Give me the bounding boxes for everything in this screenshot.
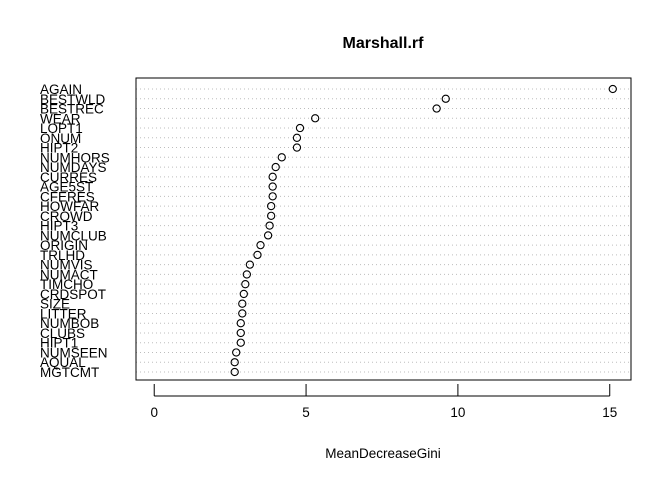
category-label: TRLHD bbox=[40, 248, 85, 263]
category-label: NUMSEEN bbox=[40, 345, 108, 360]
data-point bbox=[268, 192, 277, 201]
data-point bbox=[608, 84, 617, 94]
category-label: TIMCHO bbox=[40, 277, 93, 292]
category-label: HIPT2 bbox=[40, 141, 78, 156]
x-tick-label: 15 bbox=[602, 405, 617, 420]
category-label: AGAIN bbox=[40, 82, 82, 97]
category-label: AQUAL bbox=[40, 355, 86, 370]
category-label: HIPT3 bbox=[40, 219, 78, 234]
x-axis: 0 5 10 15 bbox=[150, 384, 617, 420]
category-label: AGE5ST bbox=[40, 180, 93, 195]
data-point bbox=[242, 270, 251, 279]
x-tick-label: 10 bbox=[450, 405, 465, 420]
data-point bbox=[236, 328, 245, 338]
data-point bbox=[238, 299, 247, 308]
x-tick-label: 5 bbox=[302, 405, 310, 420]
data-point bbox=[253, 250, 262, 260]
data-point bbox=[266, 201, 276, 211]
data-point bbox=[432, 104, 441, 113]
data-point bbox=[292, 133, 302, 142]
data-points bbox=[230, 84, 617, 377]
category-label: WEAR bbox=[40, 111, 81, 126]
data-point bbox=[230, 358, 239, 367]
category-label: SIZE bbox=[40, 297, 70, 312]
data-point bbox=[277, 153, 286, 162]
data-point bbox=[238, 309, 247, 318]
grid-lines bbox=[136, 88, 631, 373]
chart-title: Marshall.rf bbox=[343, 35, 425, 52]
data-point bbox=[232, 348, 241, 357]
category-label: HIPT1 bbox=[40, 336, 78, 351]
category-label: NUMVIS bbox=[40, 258, 93, 273]
data-point bbox=[263, 231, 273, 240]
data-point bbox=[271, 162, 280, 172]
category-label: CLUBS bbox=[40, 326, 85, 341]
category-label: NUMDAYS bbox=[40, 160, 107, 175]
category-label: ONUM bbox=[40, 131, 81, 146]
category-label: NUMBOB bbox=[40, 316, 99, 331]
category-label: BESTWLD bbox=[40, 92, 106, 107]
data-point bbox=[292, 143, 302, 152]
data-point bbox=[441, 94, 450, 103]
category-label: NUMHORS bbox=[40, 150, 110, 165]
category-label: NUMCLUB bbox=[40, 228, 107, 243]
data-point bbox=[311, 114, 320, 123]
data-point bbox=[230, 367, 239, 377]
category-label: BESTREC bbox=[40, 102, 104, 117]
data-point bbox=[236, 338, 245, 347]
data-point bbox=[295, 123, 305, 133]
data-point bbox=[268, 182, 277, 191]
category-label: CRDSPOT bbox=[40, 287, 106, 302]
category-label: HOWFAR bbox=[40, 199, 99, 214]
category-labels: AGAINBESTWLDBESTRECWEARLOPT1ONUMHIPT2NUM… bbox=[40, 82, 110, 380]
category-label: CFERES bbox=[40, 189, 95, 204]
data-point bbox=[245, 260, 255, 269]
data-point bbox=[236, 319, 245, 328]
data-point bbox=[266, 211, 276, 221]
category-label: NUMACT bbox=[40, 267, 98, 282]
data-point bbox=[241, 280, 250, 289]
x-axis-label: MeanDecreaseGini bbox=[325, 446, 441, 461]
data-point bbox=[239, 289, 248, 299]
data-point bbox=[256, 240, 265, 250]
data-point bbox=[265, 221, 274, 230]
category-label: MGTCMT bbox=[40, 365, 99, 380]
category-label: ORIGIN bbox=[40, 238, 88, 253]
x-tick-label: 0 bbox=[150, 405, 158, 420]
category-label: LITTER bbox=[40, 306, 87, 321]
category-label: LOPT1 bbox=[40, 121, 83, 136]
plot-frame bbox=[135, 77, 632, 381]
category-label: CROWD bbox=[40, 209, 93, 224]
data-point bbox=[268, 172, 277, 181]
category-label: CURRES bbox=[40, 170, 97, 185]
